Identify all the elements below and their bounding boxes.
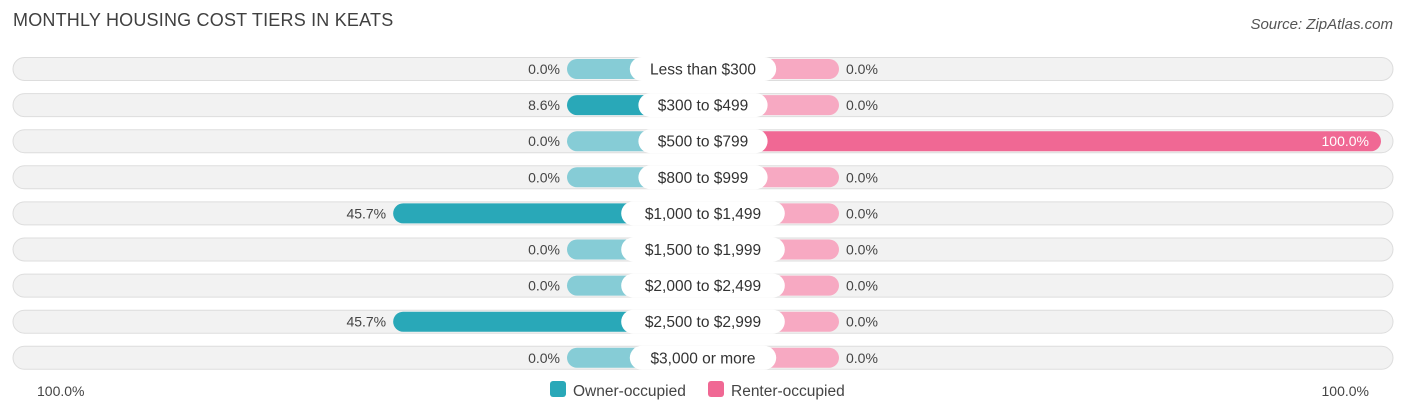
owner-value-label: 45.7% [346, 205, 386, 221]
owner-value-label: 0.0% [528, 133, 560, 149]
category-pill [629, 57, 777, 81]
renter-value-label: 100.0% [1322, 133, 1369, 149]
renter-bar [703, 131, 1381, 152]
owner-value-label: 8.6% [528, 97, 560, 113]
legend-renter-swatch [708, 381, 724, 397]
renter-value-label: 0.0% [846, 169, 878, 185]
category-pill [638, 129, 768, 154]
category-pill [629, 345, 777, 370]
owner-value-label: 0.0% [528, 350, 560, 366]
owner-value-label: 0.0% [528, 169, 560, 185]
table-row: $1,000 to $1,499 45.7% 0.0% [12, 201, 1394, 226]
table-row: $800 to $999 0.0% 0.0% [12, 165, 1394, 190]
renter-value-label: 0.0% [846, 61, 878, 77]
axis-left-label: 100.0% [37, 383, 84, 399]
renter-value-label: 0.0% [846, 205, 878, 221]
legend-owner-label: Owner-occupied [573, 383, 686, 400]
renter-value-label: 0.0% [846, 97, 878, 113]
renter-value-label: 0.0% [846, 314, 878, 330]
axis-right-label: 100.0% [1322, 383, 1369, 399]
category-label: $3,000 or more [650, 350, 755, 367]
table-row: $2,000 to $2,499 0.0% 0.0% [12, 273, 1394, 298]
category-pill [621, 237, 785, 262]
owner-value-label: 0.0% [528, 61, 560, 77]
owner-value-label: 0.0% [528, 278, 560, 294]
renter-value-label: 0.0% [846, 242, 878, 258]
renter-value-label: 0.0% [846, 278, 878, 294]
category-label: $2,000 to $2,499 [645, 278, 761, 295]
category-label: $1,000 to $1,499 [645, 206, 761, 223]
chart-title: MONTHLY HOUSING COST TIERS IN KEATS [13, 10, 394, 30]
category-pill [621, 309, 785, 334]
category-label: $1,500 to $1,999 [645, 242, 761, 259]
category-pill [638, 93, 768, 118]
chart-source: Source: ZipAtlas.com [1250, 16, 1393, 33]
table-row: $1,500 to $1,999 0.0% 0.0% [12, 237, 1394, 262]
category-pill [621, 201, 785, 226]
category-pill [638, 165, 768, 190]
category-pill [621, 273, 785, 298]
category-label: $2,500 to $2,999 [645, 314, 761, 331]
legend-renter-label: Renter-occupied [731, 383, 845, 400]
category-label: $800 to $999 [658, 170, 749, 187]
owner-value-label: 45.7% [346, 314, 386, 330]
category-label: $300 to $499 [658, 98, 749, 115]
table-row: Less than $300 0.0% 0.0% [12, 57, 1394, 81]
table-row: $3,000 or more 0.0% 0.0% [12, 345, 1394, 370]
table-row: $2,500 to $2,999 45.7% 0.0% [12, 309, 1394, 334]
renter-value-label: 0.0% [846, 350, 878, 366]
table-row: $300 to $499 8.6% 0.0% [12, 93, 1394, 118]
legend: Owner-occupied Renter-occupied [550, 381, 845, 400]
table-row: $500 to $799 0.0% 100.0% [12, 129, 1394, 154]
owner-value-label: 0.0% [528, 242, 560, 258]
category-label: $500 to $799 [658, 134, 749, 151]
legend-owner-swatch [550, 381, 566, 397]
category-label: Less than $300 [650, 62, 756, 79]
